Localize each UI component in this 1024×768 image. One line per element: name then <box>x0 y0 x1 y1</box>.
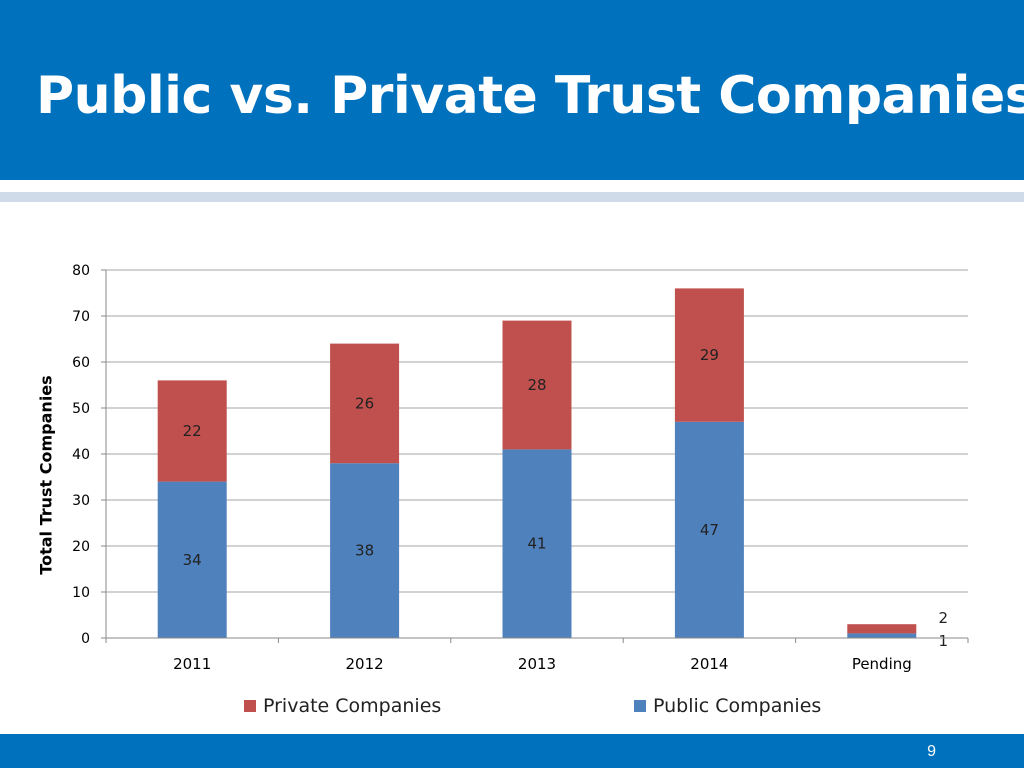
bar-private-2013 <box>502 320 572 450</box>
legend-swatch-private <box>244 700 256 712</box>
data-label-private-2011: 22 <box>183 422 202 440</box>
y-tick-label-10: 10 <box>72 585 90 601</box>
x-tick-label-2012: 2012 <box>346 655 384 673</box>
legend-item-private: Private Companies <box>244 695 441 717</box>
bar-public-2012 <box>330 463 400 638</box>
x-tick-label-2014: 2014 <box>690 655 728 673</box>
data-label-private-2012: 26 <box>355 394 374 412</box>
data-label-public-2013: 41 <box>527 535 546 553</box>
slide-title: Public vs. Private Trust Companies <box>36 66 1024 126</box>
title-stripe <box>0 192 1024 202</box>
data-label-public-pending: 1 <box>939 632 949 650</box>
y-tick-label-60: 60 <box>72 355 90 371</box>
legend-label-public: Public Companies <box>653 695 822 717</box>
chart-legend: Private Companies Public Companies <box>0 695 1024 719</box>
data-label-public-2014: 47 <box>700 521 719 539</box>
title-bar: Public vs. Private Trust Companies <box>0 0 1024 180</box>
bar-public-pending <box>847 633 917 638</box>
x-tick-label-pending: Pending <box>852 655 912 673</box>
y-axis-title: Total Trust Companies <box>36 375 56 575</box>
y-tick-label-20: 20 <box>72 539 90 555</box>
bar-private-2011 <box>157 380 227 482</box>
data-label-private-2013: 28 <box>527 376 546 394</box>
y-tick-label-70: 70 <box>72 309 90 325</box>
bar-public-2011 <box>157 481 227 638</box>
bar-private-2012 <box>330 343 400 464</box>
title-gap <box>0 180 1024 192</box>
data-label-private-pending: 2 <box>939 609 949 627</box>
bar-private-2014 <box>674 288 744 422</box>
legend-swatch-public <box>634 700 646 712</box>
y-tick-label-50: 50 <box>72 401 90 417</box>
legend-item-public: Public Companies <box>634 695 821 717</box>
axes: 0 10 20 30 40 50 60 70 80 2011 2012 2013 2014 Pending <box>72 263 969 673</box>
y-tick-label-0: 0 <box>81 631 90 647</box>
page-number: 9 <box>927 743 936 760</box>
y-tick-label-30: 30 <box>72 493 90 509</box>
y-tick-label-80: 80 <box>72 263 90 279</box>
legend-label-private: Private Companies <box>263 695 442 717</box>
data-label-public-2011: 34 <box>183 551 202 569</box>
data-label-private-2014: 29 <box>700 346 719 364</box>
data-labels: 34 22 38 26 41 28 47 29 2 1 <box>183 346 948 650</box>
bars <box>157 288 917 638</box>
y-tick-label-40: 40 <box>72 447 90 463</box>
footer-bar: 9 <box>0 734 1024 768</box>
bar-public-2013 <box>502 449 572 638</box>
bar-private-pending <box>847 624 917 634</box>
data-label-public-2012: 38 <box>355 542 374 560</box>
bar-public-2014 <box>674 421 744 638</box>
x-tick-label-2013: 2013 <box>518 655 556 673</box>
x-tick-label-2011: 2011 <box>173 655 211 673</box>
